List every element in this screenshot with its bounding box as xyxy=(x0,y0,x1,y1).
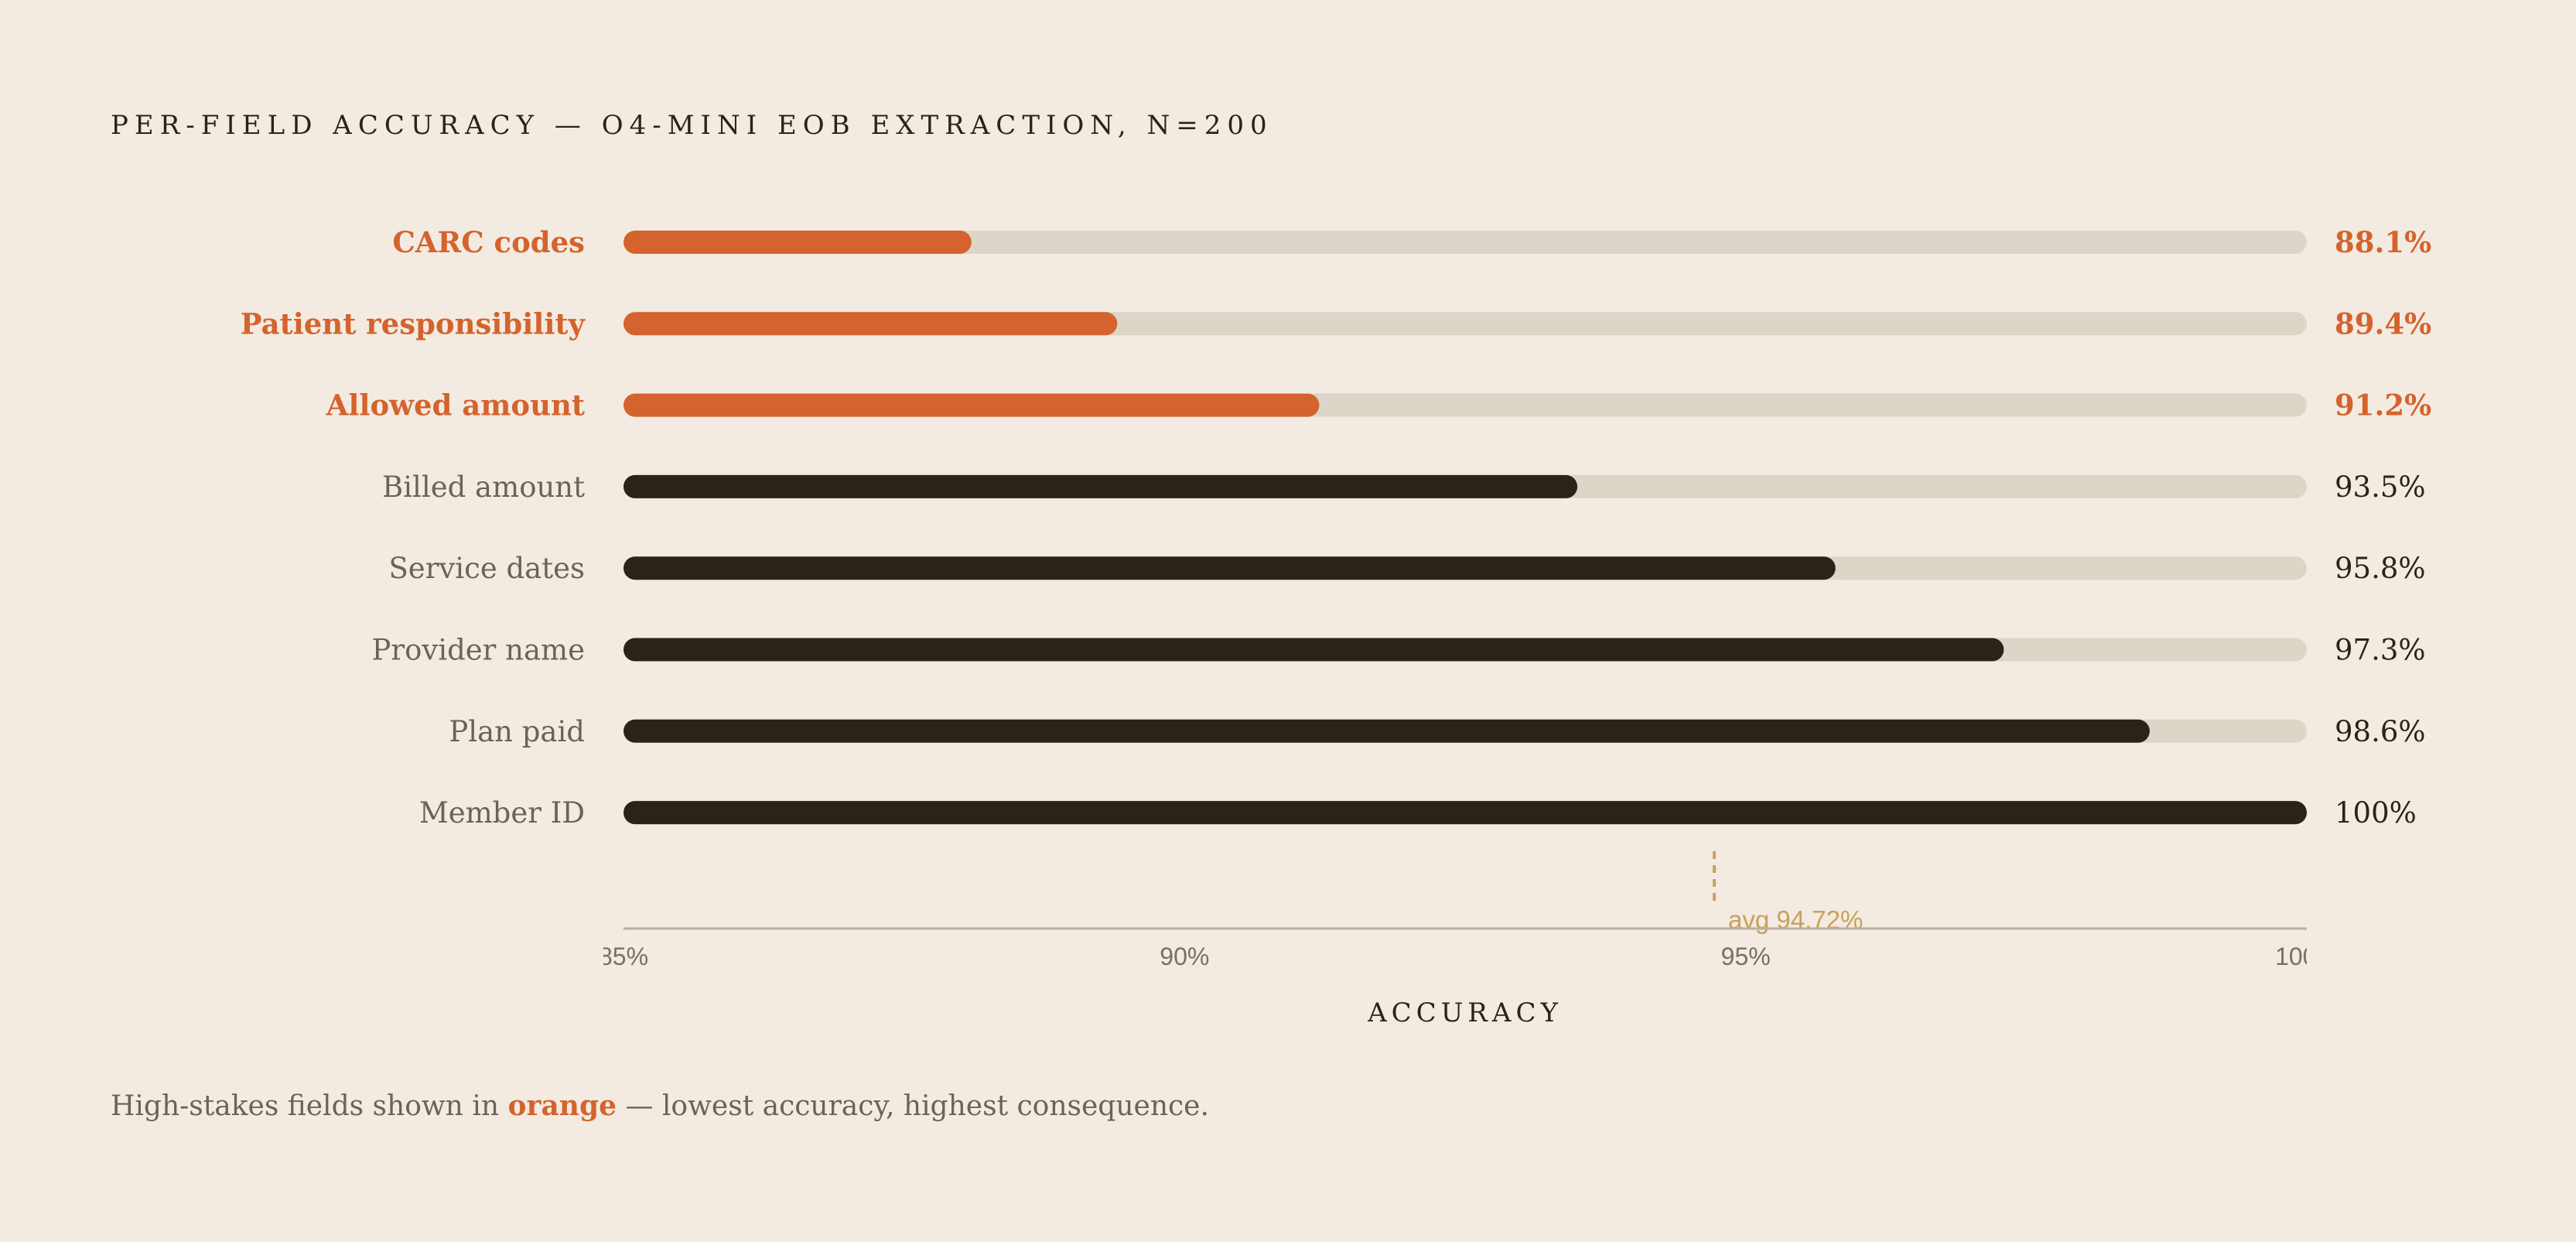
value-label: 88.1% xyxy=(2335,225,2431,259)
value-label: 91.2% xyxy=(2335,388,2431,423)
category-label: Member ID xyxy=(419,796,585,830)
value-label: 95.8% xyxy=(2335,552,2426,585)
bar xyxy=(624,231,972,254)
bar-row: Allowed amount 91.2% xyxy=(326,388,2432,423)
bar xyxy=(624,474,1578,498)
bar-row: CARC codes 88.1% xyxy=(392,225,2431,259)
tick-label: 100% xyxy=(2275,943,2339,970)
tick-label: 85% xyxy=(599,943,648,970)
bar-row: Provider name 97.3% xyxy=(372,634,2426,667)
value-label: 98.6% xyxy=(2335,715,2426,748)
value-label: 97.3% xyxy=(2335,634,2426,667)
category-label: Billed amount xyxy=(382,470,585,504)
bar xyxy=(624,556,1836,580)
tick-label: 90% xyxy=(1160,943,1209,970)
footnote-suffix: — lowest accuracy, highest consequence. xyxy=(617,1090,1209,1122)
footnote: High-stakes fields shown in orange — low… xyxy=(111,1090,1209,1122)
value-label: 89.4% xyxy=(2335,306,2431,340)
category-label: CARC codes xyxy=(392,225,585,259)
tick-labels: 85% 90% 95% 100% xyxy=(599,943,2339,970)
tick-label: 95% xyxy=(1721,943,1771,970)
footnote-highlight: orange xyxy=(507,1090,617,1122)
bar xyxy=(624,393,1320,417)
chart-title: PER-FIELD ACCURACY — O4-MINI EOB EXTRACT… xyxy=(111,110,1273,141)
value-label: 93.5% xyxy=(2335,470,2426,504)
bar-row: Patient responsibility 89.4% xyxy=(241,306,2431,340)
footnote-prefix: High-stakes fields shown in xyxy=(111,1090,508,1122)
category-label: Allowed amount xyxy=(326,388,585,423)
bar-row: Service dates 95.8% xyxy=(388,552,2425,585)
bars-layer: CARC codes 88.1% Patient responsibility 89.… xyxy=(241,225,2431,830)
bar-row: Plan paid 98.6% xyxy=(449,715,2425,748)
bar-row: Billed amount 93.5% xyxy=(382,470,2426,504)
x-axis-title: ACCURACY xyxy=(1367,997,1563,1028)
x-axis: avg 94.72%85% 90% 95% 100%ACCURACY xyxy=(599,851,2339,1028)
bar xyxy=(624,312,1118,336)
category-label: Service dates xyxy=(388,552,585,585)
value-label: 100% xyxy=(2335,796,2417,830)
bar xyxy=(624,719,2150,743)
bar-row: Member ID 100% xyxy=(419,796,2417,830)
bar xyxy=(624,801,2307,825)
category-label: Patient responsibility xyxy=(241,306,586,340)
category-label: Provider name xyxy=(372,634,586,667)
bar-track xyxy=(624,231,2307,254)
bar xyxy=(624,638,2004,662)
category-label: Plan paid xyxy=(449,715,585,748)
